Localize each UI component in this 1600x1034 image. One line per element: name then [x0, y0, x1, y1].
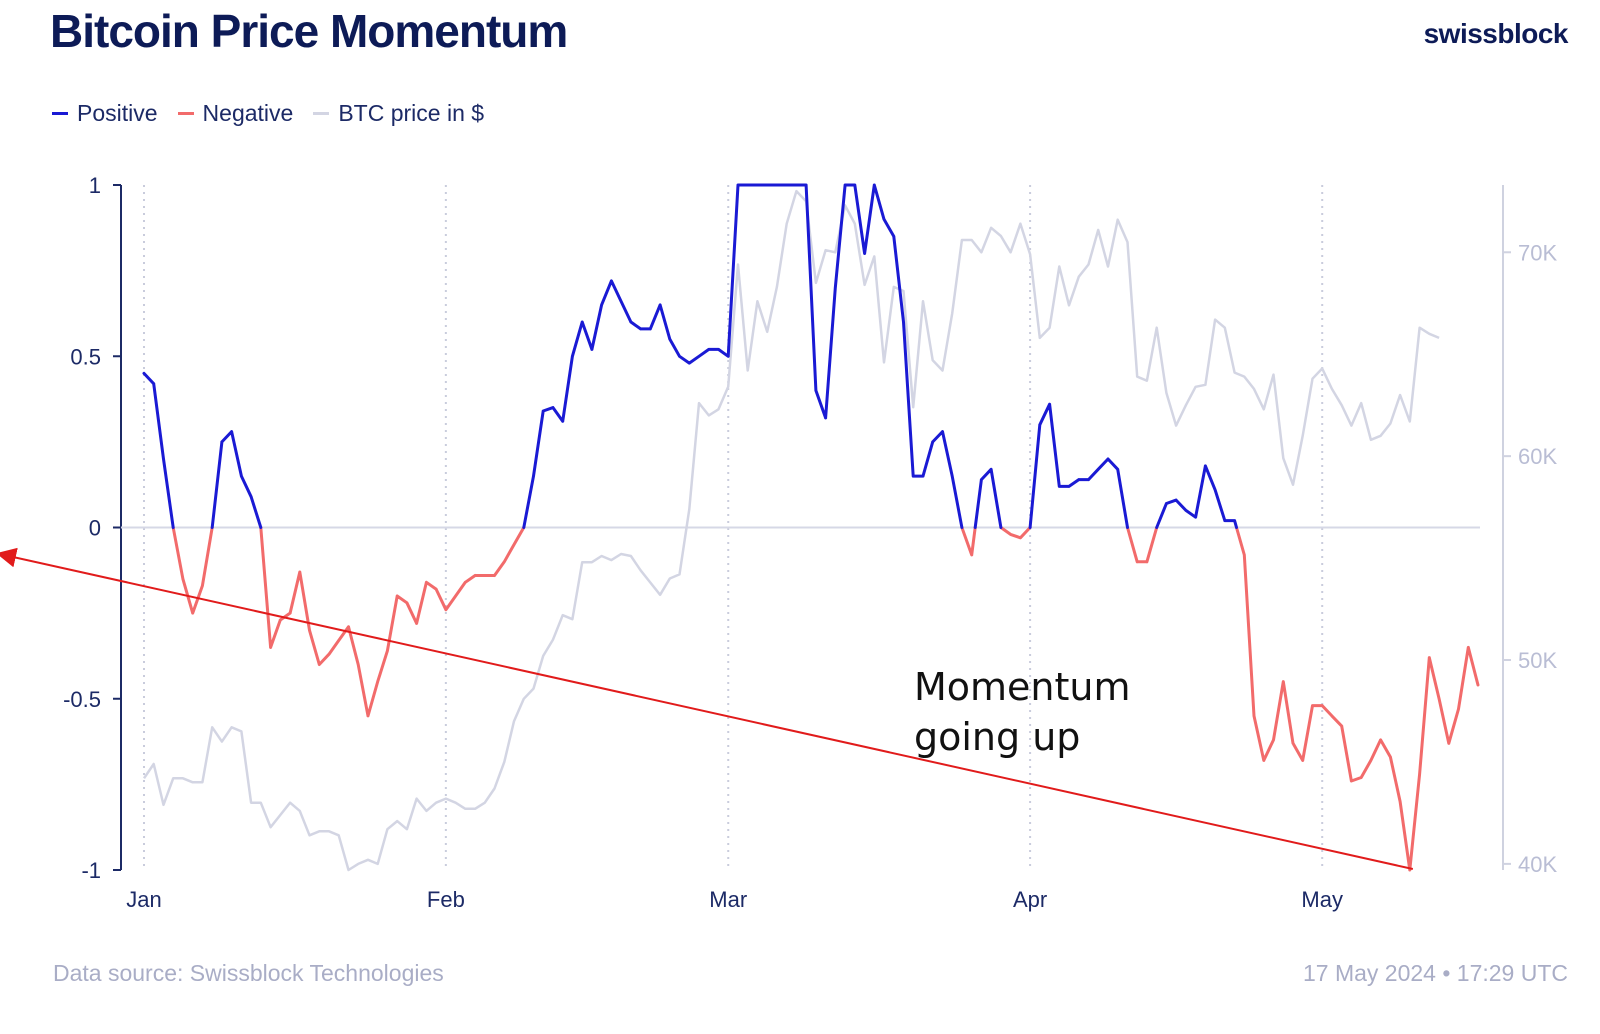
x-tick-label-jan: Jan: [126, 887, 161, 912]
chart-title: Bitcoin Price Momentum: [50, 5, 568, 57]
momentum-positive-line: [142, 183, 1238, 529]
y-left-tick-label: 0: [89, 516, 101, 541]
legend-label-positive: Positive: [77, 100, 158, 126]
momentum-chart: 1 0.5 0 -0.5 -1 70K 60K 50K 40K Jan Feb Mar Apr May Mo…: [0, 173, 1557, 912]
x-tick-label-mar: Mar: [709, 887, 747, 912]
legend-item-btc-price[interactable]: BTC price in $: [313, 100, 484, 127]
x-tick-label-apr: Apr: [1013, 887, 1047, 912]
legend-label-btc-price: BTC price in $: [338, 100, 485, 126]
btc-price-line: [142, 189, 1440, 872]
y-left-tick-label: -0.5: [63, 687, 101, 712]
brand-logo: swissblock: [1423, 18, 1569, 49]
y-left-tick-label: 1: [89, 173, 101, 198]
legend-item-positive[interactable]: Positive: [52, 100, 158, 127]
annotation-line-1: Momentum: [914, 665, 1131, 709]
legend-item-negative[interactable]: Negative: [177, 100, 294, 127]
legend-swatch-btc-price: [313, 112, 330, 115]
legend-swatch-negative: [177, 112, 194, 115]
x-tick-label-feb: Feb: [427, 887, 465, 912]
annotation-line-2: going up: [914, 715, 1080, 759]
y-right-tick-label: 70K: [1518, 240, 1557, 265]
y-right-tick-label: 50K: [1518, 648, 1557, 673]
timestamp: 17 May 2024 • 17:29 UTC: [1302, 960, 1568, 986]
y-right-tick-label: 40K: [1518, 852, 1557, 877]
y-left-tick-label: -1: [81, 858, 101, 883]
legend-swatch-positive: [52, 112, 68, 115]
momentum-arrow: [0, 547, 1414, 870]
data-source: Data source: Swissblock Technologies: [53, 960, 444, 986]
y-left-tick-label: 0.5: [70, 344, 101, 369]
x-tick-label-may: May: [1301, 887, 1343, 912]
legend: Positive Negative BTC price in $: [52, 100, 504, 127]
legend-label-negative: Negative: [202, 100, 294, 126]
y-right-tick-label: 60K: [1518, 444, 1557, 469]
momentum-negative-line: [171, 526, 1480, 872]
